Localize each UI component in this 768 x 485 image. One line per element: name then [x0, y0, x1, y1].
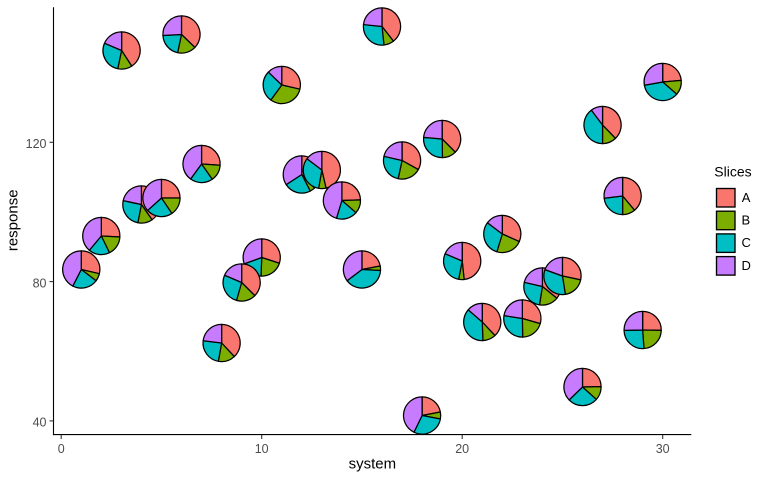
- svg-text:10: 10: [255, 442, 269, 456]
- svg-text:D: D: [742, 258, 751, 273]
- svg-text:80: 80: [33, 276, 47, 290]
- svg-text:B: B: [742, 213, 751, 228]
- svg-text:system: system: [349, 456, 397, 473]
- svg-text:Slices: Slices: [714, 164, 751, 180]
- svg-text:30: 30: [656, 442, 670, 456]
- svg-text:response: response: [5, 189, 22, 251]
- svg-text:A: A: [742, 190, 751, 205]
- svg-text:40: 40: [33, 416, 47, 430]
- svg-text:0: 0: [58, 442, 65, 456]
- svg-text:120: 120: [26, 137, 47, 151]
- svg-text:20: 20: [455, 442, 469, 456]
- svg-text:C: C: [742, 235, 751, 250]
